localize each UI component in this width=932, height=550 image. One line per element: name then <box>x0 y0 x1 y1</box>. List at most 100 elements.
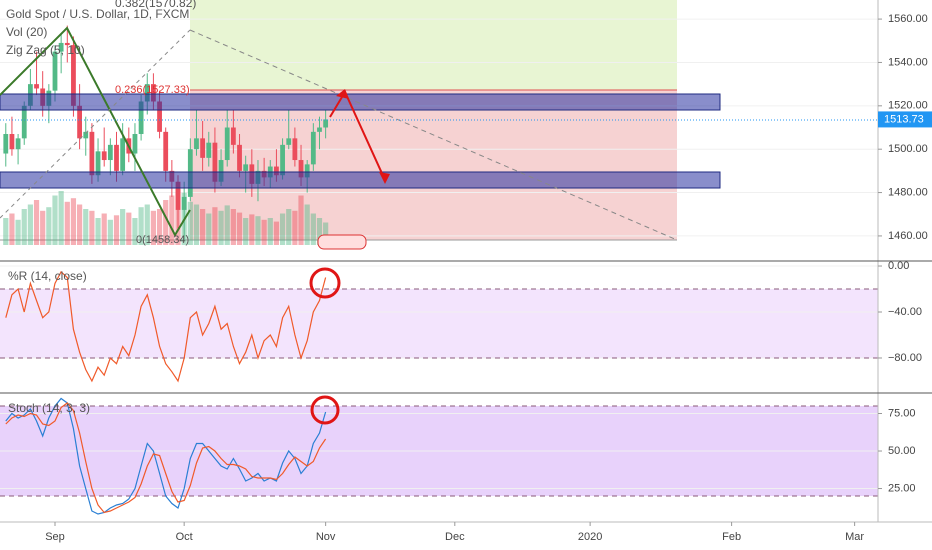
band-fill <box>0 289 878 358</box>
volume-bar <box>218 210 224 245</box>
candle-body <box>15 138 21 150</box>
volume-bar <box>163 200 169 245</box>
legend-title: Gold Spot / U.S. Dollar, 1D, FXCM <box>6 7 189 21</box>
volume-bar <box>64 201 70 245</box>
volume-bar <box>255 216 261 245</box>
volume-bar <box>27 204 33 245</box>
last-price-label: 1513.73 <box>884 113 924 125</box>
axes: 1460.00 1480.00 1500.00 1520.00 1540.00 1560.… <box>45 13 932 543</box>
volume-bar <box>187 201 193 245</box>
y-tick-label: −40.00 <box>888 306 922 318</box>
volume-bar <box>193 204 200 245</box>
volume-bar <box>144 204 150 245</box>
candle-body <box>21 105 27 139</box>
volume-bar <box>46 207 52 245</box>
fib-label: 0.236(1527.33) <box>115 84 190 96</box>
volume-bar <box>267 218 273 245</box>
volume-bar <box>40 210 46 245</box>
candle-body <box>9 134 15 150</box>
candle-body <box>120 138 126 171</box>
volume-bar <box>236 212 243 245</box>
volume-bar <box>95 218 101 245</box>
candle-body <box>274 166 279 176</box>
volume-bar <box>89 210 95 245</box>
volume-bar <box>83 209 89 245</box>
indicator-line <box>5 270 327 383</box>
candle-body <box>89 131 95 176</box>
candle-body <box>101 151 107 161</box>
last-price-box <box>878 111 932 128</box>
candle-body <box>58 42 64 52</box>
candle-body <box>151 84 156 102</box>
fib-zone-red <box>190 90 677 240</box>
candle-body <box>77 105 82 139</box>
y-tick-label: 1480.00 <box>888 186 928 198</box>
candle-body <box>298 160 304 178</box>
volume-bar <box>310 213 316 245</box>
candle-body <box>138 101 144 135</box>
candle-body <box>200 138 206 158</box>
highlight-circle <box>310 395 340 425</box>
candle-body <box>292 138 298 161</box>
candle-body <box>107 144 113 161</box>
zone-box <box>0 171 721 189</box>
legend-indicator: Zig Zag (5, 10) <box>6 43 85 57</box>
candle-body <box>132 134 138 154</box>
fib-label: 0(1458.34) <box>136 234 189 246</box>
candle-body <box>237 144 242 171</box>
volume-bar <box>138 207 144 245</box>
candle-body <box>310 131 316 165</box>
stoch-pane <box>0 397 878 515</box>
candle-body <box>71 45 76 106</box>
drawings <box>0 0 677 241</box>
y-tick-label: 1460.00 <box>888 230 928 242</box>
volume-bar <box>206 213 212 245</box>
volume-bar <box>292 210 298 245</box>
indicator-line <box>5 402 327 514</box>
candle-body <box>206 142 212 158</box>
candle-body <box>95 151 101 176</box>
y-tick-label: −80.00 <box>888 352 922 364</box>
candle-body <box>181 196 187 210</box>
candle-body <box>83 131 89 139</box>
volume-bar <box>156 209 163 245</box>
arrow-head <box>379 172 390 184</box>
candle-body <box>212 142 218 182</box>
x-tick-label: Sep <box>45 531 65 543</box>
volume-bar <box>76 204 83 245</box>
candle-body <box>157 101 162 132</box>
fib-label: 0.382(1570.82) <box>115 0 196 10</box>
candle-body <box>194 138 199 150</box>
volume-bar <box>52 195 58 245</box>
candle-body <box>114 144 119 171</box>
x-tick-label: 2020 <box>578 531 602 543</box>
y-tick-label: 25.00 <box>888 482 916 494</box>
candle-body <box>286 138 292 145</box>
legend-title: Stoch (14, 3, 3) <box>8 401 90 415</box>
volume-bar <box>304 204 310 245</box>
volume-bar <box>126 212 132 245</box>
x-tick-label: Oct <box>176 531 193 543</box>
candle-body <box>280 144 285 176</box>
volume-bar <box>132 218 138 245</box>
volume-bar <box>33 200 40 245</box>
candle-body <box>304 164 310 178</box>
price-pane <box>0 18 878 245</box>
candle-body <box>218 160 224 182</box>
volume-bar <box>113 215 120 245</box>
volume-bar <box>107 219 113 245</box>
volume-bar <box>200 209 206 245</box>
y-tick-label: 1560.00 <box>888 13 928 25</box>
volume-bar <box>70 198 77 245</box>
volume-bar <box>261 219 267 245</box>
volume-bar <box>120 209 126 245</box>
volume-bar <box>286 209 292 245</box>
x-tick-label: Nov <box>316 531 336 543</box>
legend-title: %R (14, close) <box>8 269 87 283</box>
candle-body <box>175 181 181 210</box>
legend-indicator: Vol (20) <box>6 25 47 39</box>
candle-body <box>243 164 249 171</box>
volume-bar <box>224 205 230 245</box>
candle-body <box>3 134 9 154</box>
